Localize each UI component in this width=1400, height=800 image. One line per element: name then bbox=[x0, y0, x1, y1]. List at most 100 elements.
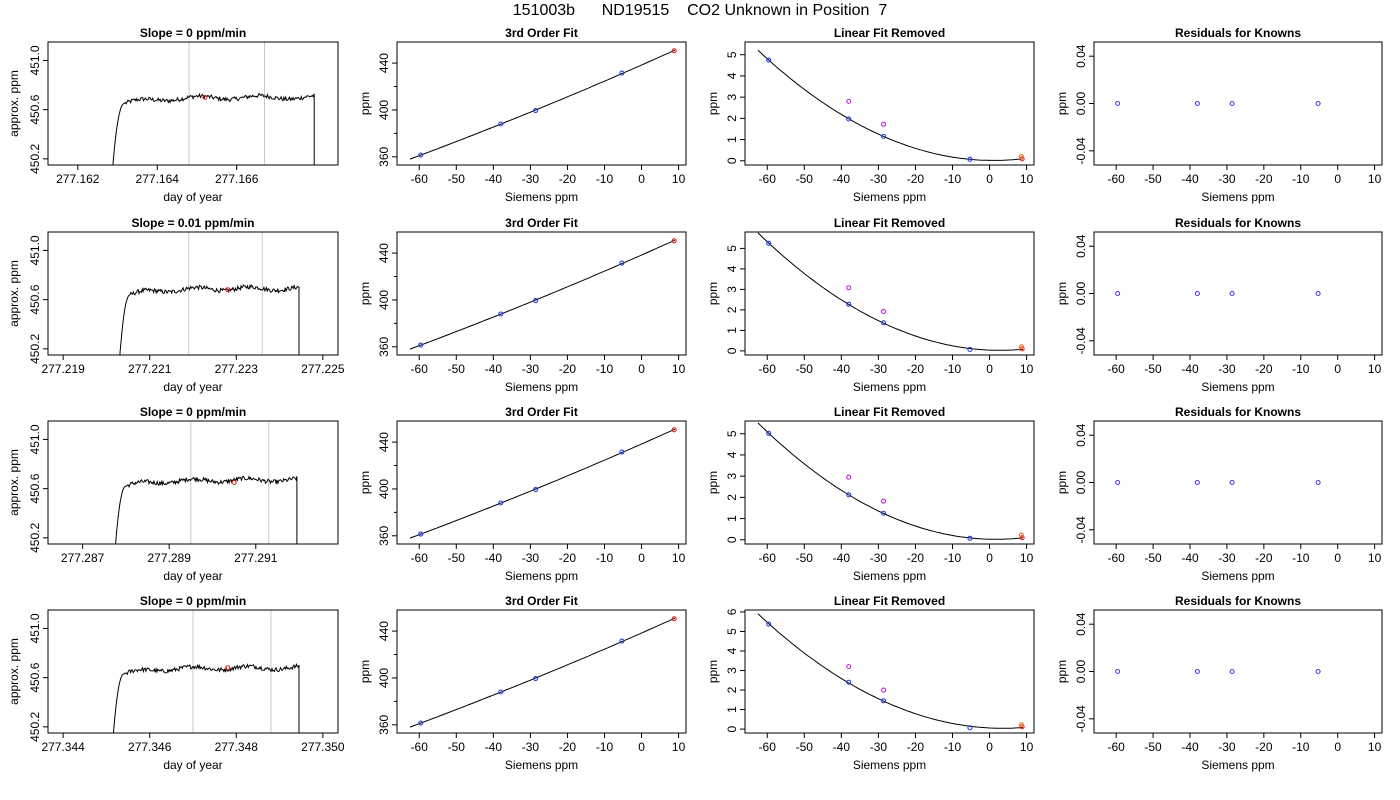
x-tick-label: -40 bbox=[1181, 551, 1199, 565]
x-axis-label: Siemens ppm bbox=[853, 380, 926, 394]
plot-area bbox=[119, 283, 300, 355]
y-tick-label: -0.04 bbox=[1074, 705, 1088, 733]
data-point-purple bbox=[1315, 479, 1321, 486]
y-tick-label: 451.0 bbox=[28, 235, 42, 265]
x-tick-label: -30 bbox=[870, 740, 888, 754]
y-tick-label: 400 bbox=[377, 100, 391, 120]
panel-title: Residuals for Knowns bbox=[1175, 405, 1301, 419]
plot-frame bbox=[47, 609, 339, 734]
data-point-purple bbox=[1315, 100, 1321, 107]
data-point-purple bbox=[1229, 668, 1235, 675]
y-tick-label: 2 bbox=[725, 115, 739, 122]
x-tick-label: -10 bbox=[1292, 172, 1310, 186]
y-tick-label: 400 bbox=[377, 479, 391, 499]
data-point-red bbox=[671, 616, 677, 622]
x-tick-label: 277.346 bbox=[128, 740, 172, 754]
fit-curve bbox=[757, 613, 1023, 729]
x-tick-label: -10 bbox=[944, 362, 962, 376]
y-tick-label: -0.04 bbox=[1074, 137, 1088, 165]
y-axis-label: ppm bbox=[1055, 471, 1069, 494]
x-tick-label: -10 bbox=[1292, 551, 1310, 565]
x-tick-label: 0 bbox=[1334, 740, 1341, 754]
plot-area bbox=[409, 48, 677, 160]
panel-4-1: Slope = 0 ppm/min 277.344 277.346 277.348 27… bbox=[7, 594, 345, 772]
y-tick-label: 400 bbox=[377, 290, 391, 310]
x-tick-label: 10 bbox=[672, 551, 686, 565]
plot-area bbox=[409, 616, 677, 728]
data-point-purple bbox=[1194, 668, 1200, 675]
y-tick-label: 450.2 bbox=[28, 334, 42, 364]
data-point-blue bbox=[498, 500, 504, 506]
plot-frame bbox=[396, 41, 687, 166]
x-tick-label: -30 bbox=[870, 551, 888, 565]
plot-frame bbox=[1093, 231, 1383, 356]
x-tick-label: -50 bbox=[448, 362, 466, 376]
fit-curve bbox=[409, 617, 676, 728]
x-tick-label: -60 bbox=[411, 551, 429, 565]
y-tick-label: 451.0 bbox=[28, 424, 42, 454]
y-tick-label: 5 bbox=[725, 51, 739, 58]
x-tick-label: -20 bbox=[907, 172, 925, 186]
x-tick-label: -40 bbox=[833, 740, 851, 754]
x-tick-label: -30 bbox=[870, 362, 888, 376]
x-tick-label: -60 bbox=[759, 551, 777, 565]
y-tick-label: 3 bbox=[725, 93, 739, 100]
x-tick-label: -50 bbox=[796, 172, 814, 186]
plot-frame bbox=[1093, 609, 1383, 734]
x-tick-label: 0 bbox=[986, 551, 993, 565]
x-tick-label: -10 bbox=[944, 551, 962, 565]
panel-title: Slope = 0.01 ppm/min bbox=[131, 216, 254, 230]
plot-area bbox=[1115, 668, 1321, 675]
data-point-blue bbox=[881, 510, 887, 516]
data-point-magenta bbox=[881, 308, 887, 315]
x-tick-label: -20 bbox=[559, 740, 577, 754]
panel-title: Residuals for Knowns bbox=[1175, 26, 1301, 40]
y-tick-label: 440 bbox=[377, 53, 391, 73]
y-tick-label: 1 bbox=[725, 327, 739, 334]
x-tick-label: -30 bbox=[522, 551, 540, 565]
x-tick-label: -40 bbox=[1181, 172, 1199, 186]
y-tick-label: 440 bbox=[377, 621, 391, 641]
data-point-orange bbox=[1018, 344, 1024, 350]
y-tick-label: 0.00 bbox=[1074, 281, 1088, 305]
plot-area bbox=[757, 49, 1025, 162]
data-point-blue bbox=[881, 320, 887, 326]
y-tick-label: 2 bbox=[725, 306, 739, 313]
data-point-magenta bbox=[881, 498, 887, 504]
panel-title: 3rd Order Fit bbox=[505, 216, 578, 230]
data-point-purple bbox=[1115, 479, 1121, 486]
x-tick-label: 10 bbox=[1368, 551, 1382, 565]
concentration-trace bbox=[112, 663, 300, 733]
plot-area bbox=[757, 422, 1025, 541]
x-axis-label: Siemens ppm bbox=[505, 380, 578, 394]
data-point-blue bbox=[766, 621, 772, 627]
x-tick-label: -60 bbox=[1107, 172, 1125, 186]
data-point-red bbox=[671, 48, 677, 54]
plot-frame bbox=[1093, 420, 1383, 545]
data-point-red bbox=[1019, 535, 1025, 541]
x-tick-label: 277.289 bbox=[147, 551, 191, 565]
y-tick-label: 450.2 bbox=[28, 144, 42, 174]
data-point-blue bbox=[881, 698, 887, 704]
y-tick-label: 1 bbox=[725, 515, 739, 522]
data-point-purple bbox=[1115, 290, 1121, 297]
panel-title: Slope = 0 ppm/min bbox=[140, 26, 246, 40]
data-point-blue bbox=[619, 260, 625, 266]
x-axis-label: day of year bbox=[163, 380, 222, 394]
x-tick-label: -30 bbox=[522, 740, 540, 754]
data-point-blue bbox=[619, 449, 625, 455]
data-point-purple bbox=[1194, 479, 1200, 486]
mean-marker bbox=[202, 94, 208, 100]
x-tick-label: 10 bbox=[672, 172, 686, 186]
x-tick-label: -30 bbox=[1218, 551, 1236, 565]
y-tick-label: 360 bbox=[377, 525, 391, 545]
data-point-blue bbox=[498, 121, 504, 127]
data-point-blue bbox=[498, 689, 504, 695]
x-tick-label: 10 bbox=[1020, 740, 1034, 754]
x-tick-label: -40 bbox=[833, 362, 851, 376]
x-axis-label: day of year bbox=[163, 758, 222, 772]
x-tick-label: 0 bbox=[638, 362, 645, 376]
data-point-magenta bbox=[846, 474, 852, 480]
x-tick-label: 277.344 bbox=[41, 740, 85, 754]
x-tick-label: -20 bbox=[559, 172, 577, 186]
